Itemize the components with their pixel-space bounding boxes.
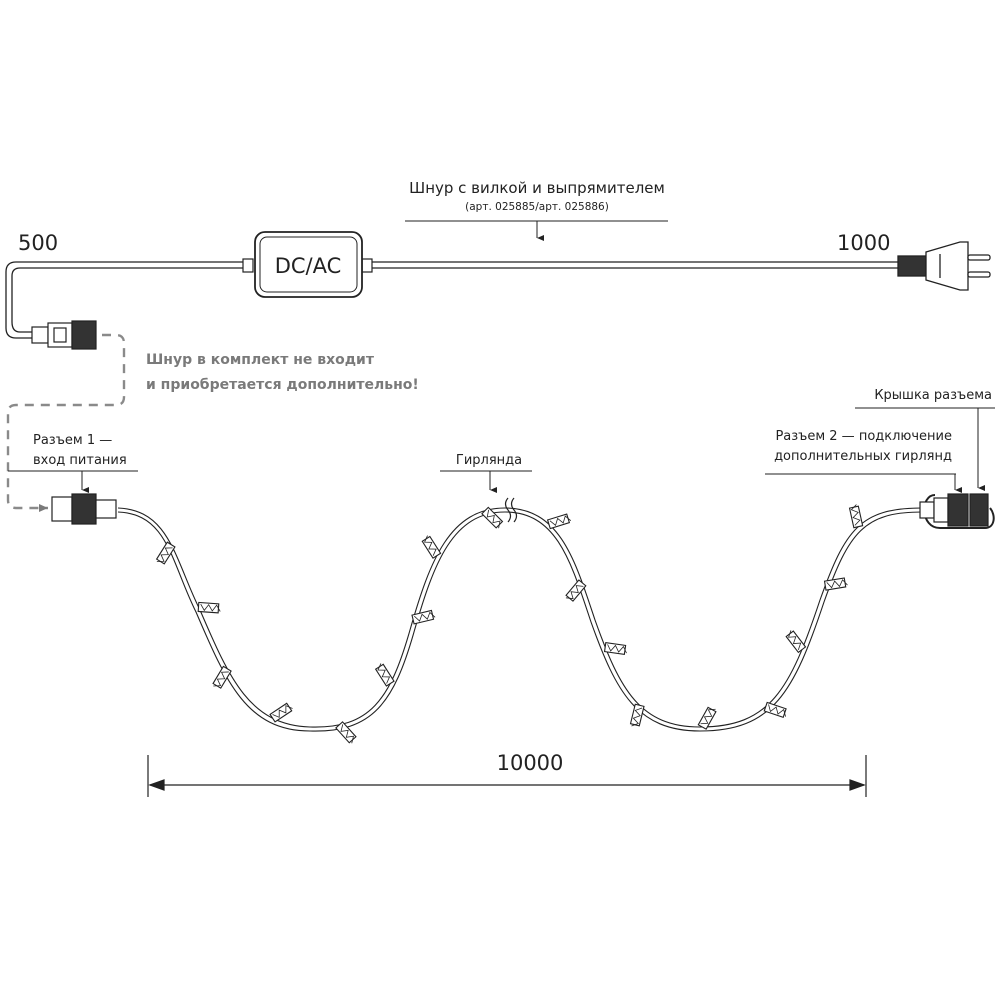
connector1-label-1: Разъем 1 —: [33, 433, 112, 448]
break-mark-icon: [504, 497, 518, 523]
garland-wire: [117, 507, 923, 732]
bulb-icon: [374, 663, 395, 687]
converter-label: DC/AC: [275, 254, 342, 278]
length-500: 500: [18, 231, 58, 255]
bulb-icon: [421, 535, 442, 559]
connector2-label-2: дополнительных гирлянд: [774, 449, 952, 464]
cord-title: Шнур с вилкой и выпрямителем: [409, 179, 665, 197]
bulb-icon: [697, 706, 717, 730]
plug-icon: [897, 241, 991, 291]
note-line-1: Шнур в комплект не входит: [146, 352, 375, 368]
cap-icon: [969, 493, 989, 527]
bulb-icon: [197, 601, 221, 614]
bulb-icon: [785, 630, 807, 654]
cord-connector-icon: [31, 320, 97, 350]
bulb-icon: [763, 701, 787, 719]
power-cord: [5, 261, 898, 339]
connector2-label-1: Разъем 2 — подключение: [775, 429, 952, 444]
bulb-icon: [603, 641, 627, 655]
bulb-icon: [155, 541, 176, 565]
bulb-icon: [212, 665, 232, 689]
dc-ac-converter: DC/AC: [242, 231, 373, 298]
bulb-icon: [335, 721, 357, 744]
bulb-icon: [481, 506, 504, 529]
bulb-icon: [848, 504, 864, 529]
dimension-value: 10000: [497, 751, 564, 775]
connector2-icon: [919, 493, 995, 529]
bulb-icon: [629, 703, 645, 727]
garland-label: Гирлянда: [456, 453, 522, 468]
length-1000: 1000: [837, 231, 890, 255]
bulb-icon: [269, 702, 293, 723]
optional-cord-dashed-line: [6, 333, 126, 512]
connector1-icon: [51, 493, 117, 525]
cap-label: Крышка разъема: [874, 388, 992, 403]
dimension-line: [147, 755, 867, 797]
note-line-2: и приобретается дополнительно!: [146, 377, 419, 393]
bulb-icon: [565, 579, 587, 602]
bulb-icon: [546, 513, 572, 530]
garland-bulbs: [155, 504, 864, 744]
cord-article: (арт. 025885/арт. 025886): [465, 201, 609, 213]
bulb-icon: [411, 609, 436, 625]
bulb-icon: [823, 577, 848, 591]
connector1-label-2: вход питания: [33, 453, 127, 468]
